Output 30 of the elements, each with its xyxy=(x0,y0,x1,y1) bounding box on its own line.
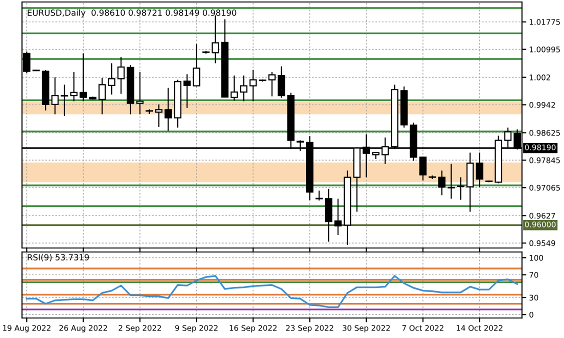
candlestick xyxy=(51,76,59,115)
line-series xyxy=(26,275,518,308)
candlestick xyxy=(448,163,455,200)
candlestick xyxy=(324,188,332,242)
candlestick xyxy=(466,152,474,212)
candlestick xyxy=(230,75,238,102)
candlestick xyxy=(164,87,172,132)
candlestick xyxy=(155,104,162,128)
candlestick xyxy=(192,44,200,88)
candlestick xyxy=(80,52,87,102)
candlestick xyxy=(278,66,286,98)
candlestick xyxy=(212,14,220,64)
candlestick xyxy=(438,170,446,196)
candlestick xyxy=(240,75,248,102)
candlestick xyxy=(316,190,323,202)
candlestick xyxy=(419,156,427,181)
candlestick xyxy=(334,198,342,236)
candlestick xyxy=(183,74,191,108)
candlestick xyxy=(249,69,257,102)
candlestick xyxy=(476,152,484,188)
candlestick xyxy=(268,71,276,97)
candlestick xyxy=(108,62,116,96)
candlestick xyxy=(457,176,464,200)
candlestick xyxy=(98,77,106,115)
text: EURUSD,Daily 0.98610 0.98721 0.98149 0.98190 xyxy=(28,9,236,18)
candlestick xyxy=(70,71,78,102)
candlestick xyxy=(117,56,125,94)
candlestick xyxy=(136,71,144,115)
chart-title: RSI(9) 53.7319 xyxy=(28,254,89,262)
candlestick xyxy=(60,84,68,117)
